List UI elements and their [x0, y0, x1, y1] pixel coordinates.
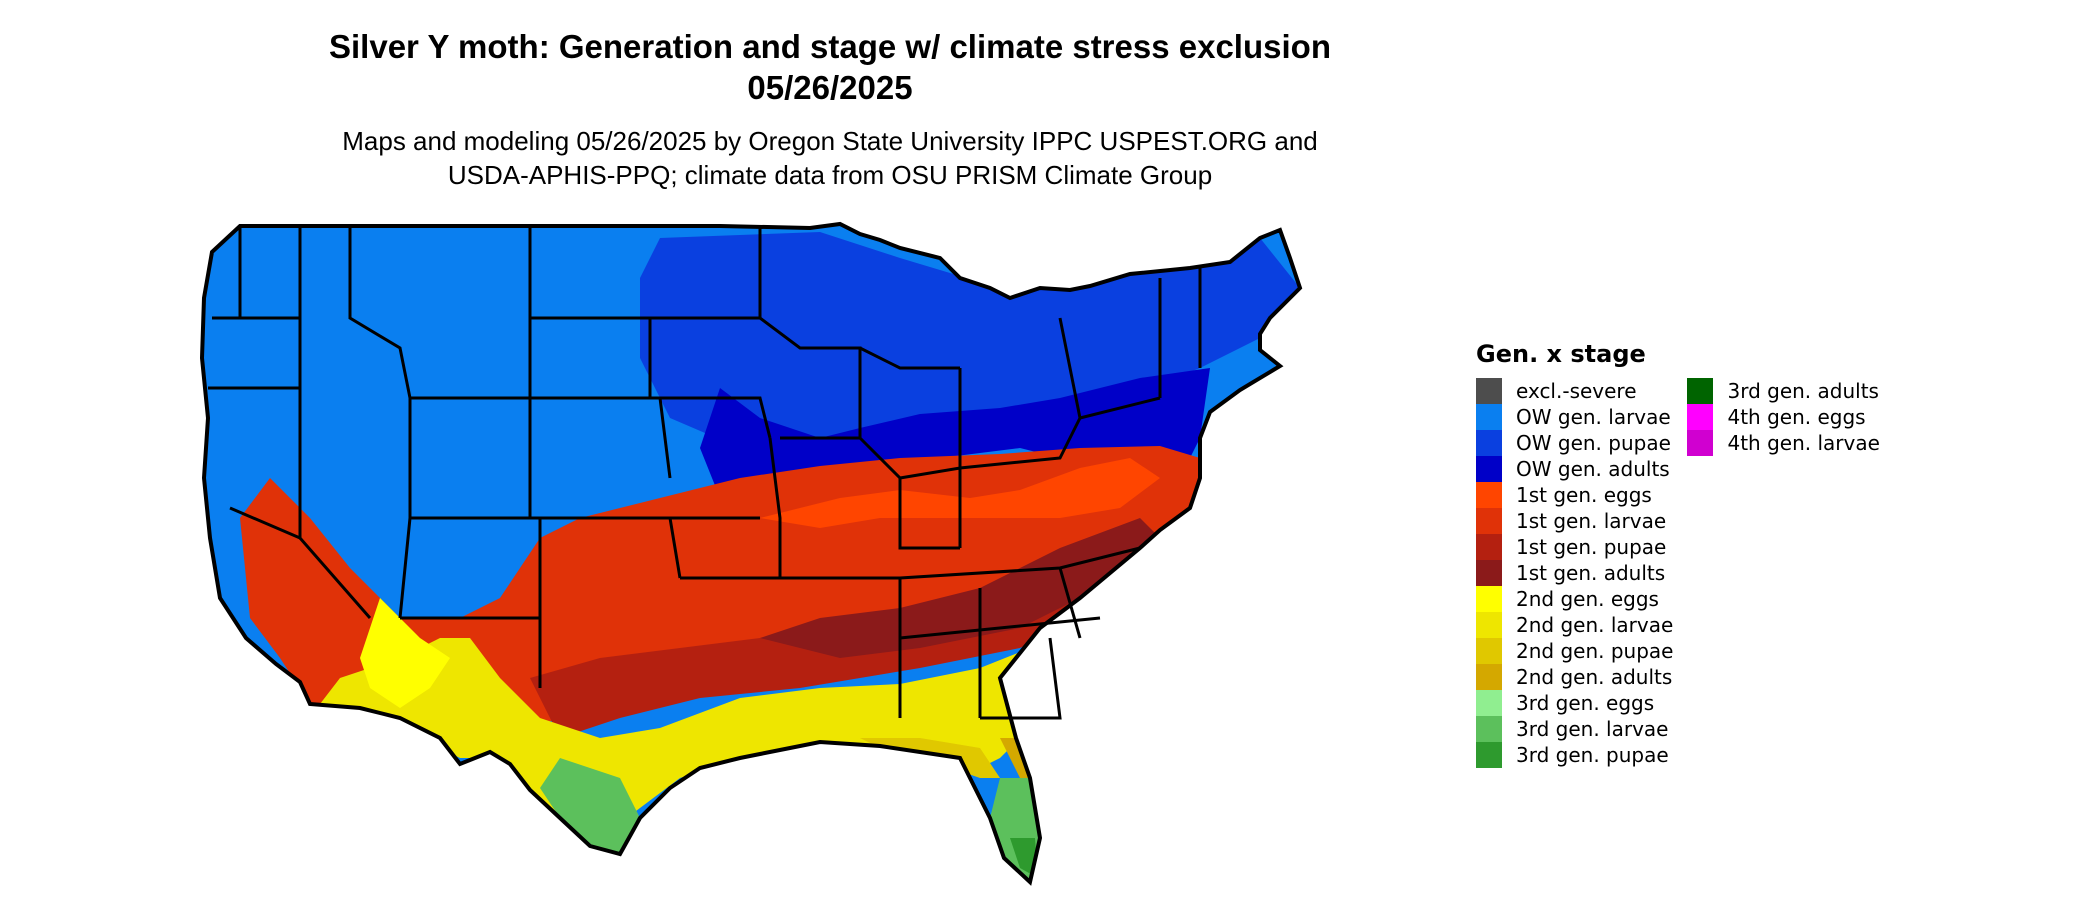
legend-item: 3rd gen. adults: [1687, 378, 1879, 404]
map-zone-3rd-pupae-fl: [1010, 838, 1038, 878]
legend-item: OW gen. adults: [1476, 456, 1673, 482]
legend-label: 1st gen. eggs: [1516, 483, 1652, 507]
legend-item: 1st gen. adults: [1476, 560, 1673, 586]
legend-item: excl.-severe: [1476, 378, 1673, 404]
map-subtitle: Maps and modeling 05/26/2025 by Oregon S…: [300, 124, 1360, 192]
legend-item: 4th gen. eggs: [1687, 404, 1879, 430]
legend-label: 1st gen. pupae: [1516, 535, 1667, 559]
legend-label: 3rd gen. adults: [1727, 379, 1879, 403]
state-borders: [208, 226, 1202, 720]
legend-item: 1st gen. eggs: [1476, 482, 1673, 508]
legend-swatch: [1476, 560, 1502, 586]
legend-swatch: [1476, 638, 1502, 664]
map-subtitle-line1: Maps and modeling 05/26/2025 by Oregon S…: [342, 126, 1318, 156]
legend-swatch: [1476, 404, 1502, 430]
legend-item: OW gen. larvae: [1476, 404, 1673, 430]
legend-swatch: [1476, 508, 1502, 534]
legend-label: 3rd gen. eggs: [1516, 691, 1655, 715]
legend-label: 2nd gen. adults: [1516, 665, 1673, 689]
legend-column-2: 3rd gen. adults 4th gen. eggs 4th gen. lar…: [1687, 378, 1880, 768]
map-zone-1st-adults: [760, 518, 1160, 658]
map-subtitle-line2: USDA-APHIS-PPQ; climate data from OSU PR…: [447, 160, 1213, 190]
legend-swatch: [1687, 430, 1714, 456]
legend: Gen. x stage excl.-severe OW gen. larvae O…: [1476, 340, 1880, 768]
legend-swatch: [1476, 456, 1502, 482]
legend-swatch: [1476, 742, 1502, 768]
legend-label: 3rd gen. larvae: [1516, 717, 1669, 741]
legend-columns: excl.-severe OW gen. larvae OW gen. pupae O…: [1476, 378, 1880, 768]
legend-item: 2nd gen. eggs: [1476, 586, 1673, 612]
legend-label: 1st gen. larvae: [1516, 509, 1667, 533]
legend-column-1: excl.-severe OW gen. larvae OW gen. pupae O…: [1476, 378, 1673, 768]
legend-item: 4th gen. larvae: [1687, 430, 1880, 456]
legend-swatch: [1687, 378, 1714, 404]
legend-swatch: [1476, 378, 1502, 404]
legend-swatch: [1476, 690, 1502, 716]
map-title: Silver Y moth: Generation and stage w/ c…: [310, 26, 1350, 108]
legend-swatch: [1476, 664, 1502, 690]
legend-label: 4th gen. eggs: [1727, 405, 1866, 429]
legend-swatch: [1476, 534, 1502, 560]
legend-label: 4th gen. larvae: [1727, 431, 1880, 455]
map-zone-2nd-eggs: [360, 598, 450, 708]
legend-label: 2nd gen. larvae: [1516, 613, 1674, 637]
legend-swatch: [1476, 586, 1502, 612]
us-map-svg: [200, 222, 1302, 884]
legend-label: excl.-severe: [1516, 379, 1637, 403]
legend-swatch: [1476, 482, 1502, 508]
map-title-line2: 05/26/2025: [747, 69, 913, 106]
legend-item: 1st gen. pupae: [1476, 534, 1673, 560]
legend-item: 3rd gen. pupae: [1476, 742, 1673, 768]
legend-item: 2nd gen. pupae: [1476, 638, 1673, 664]
map-zone-1st-eggs: [760, 458, 1160, 528]
legend-item: 3rd gen. larvae: [1476, 716, 1673, 742]
legend-label: OW gen. pupae: [1516, 431, 1671, 455]
legend-swatch: [1476, 430, 1502, 456]
map-zone-ow-pupae: [640, 232, 1300, 458]
legend-item: OW gen. pupae: [1476, 430, 1673, 456]
legend-item: 1st gen. larvae: [1476, 508, 1673, 534]
legend-item: 2nd gen. larvae: [1476, 612, 1673, 638]
legend-swatch: [1476, 716, 1502, 742]
legend-item: 3rd gen. eggs: [1476, 690, 1673, 716]
legend-label: 3rd gen. pupae: [1516, 743, 1669, 767]
legend-swatch: [1476, 612, 1502, 638]
legend-label: 2nd gen. pupae: [1516, 639, 1674, 663]
legend-label: 1st gen. adults: [1516, 561, 1666, 585]
legend-label: OW gen. larvae: [1516, 405, 1671, 429]
map-title-line1: Silver Y moth: Generation and stage w/ c…: [329, 28, 1331, 65]
map-zone-2nd-larvae: [320, 638, 1060, 838]
us-map: [200, 218, 1460, 894]
legend-label: 2nd gen. eggs: [1516, 587, 1659, 611]
map-zone-3rd-larvae-tx: [540, 758, 640, 854]
legend-item: 2nd gen. adults: [1476, 664, 1673, 690]
legend-title: Gen. x stage: [1476, 340, 1646, 368]
legend-swatch: [1687, 404, 1714, 430]
legend-label: OW gen. adults: [1516, 457, 1670, 481]
